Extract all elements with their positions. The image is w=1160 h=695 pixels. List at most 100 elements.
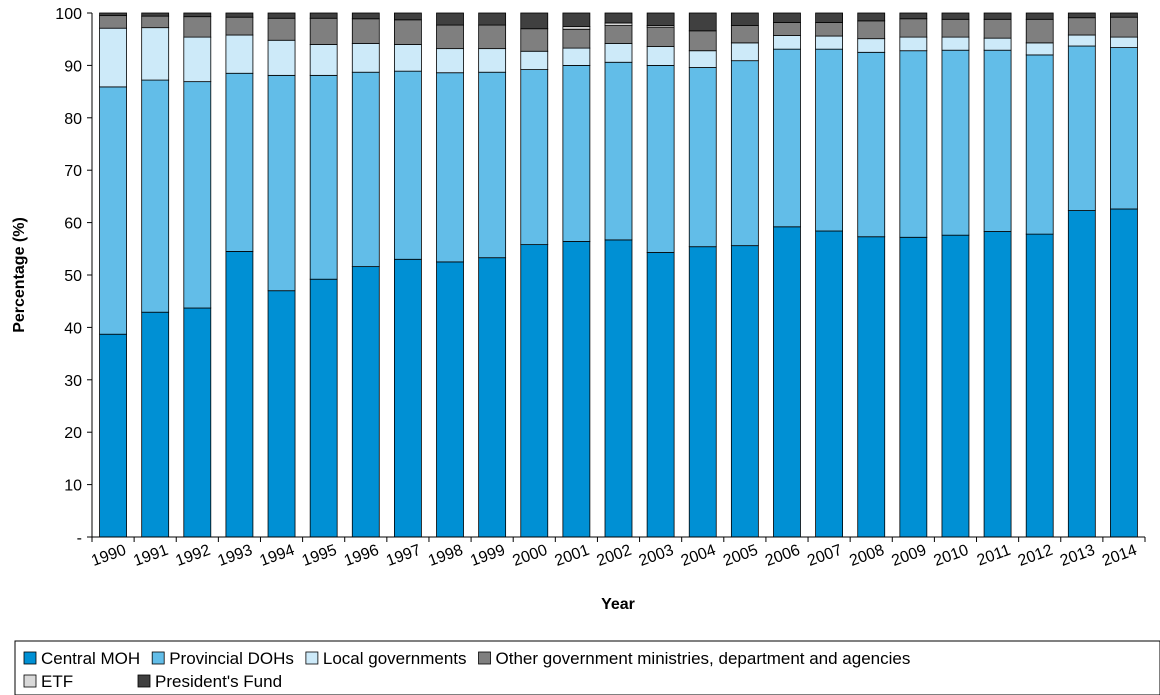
y-tick-label: 100 (55, 6, 82, 23)
bar-2014-series-2 (1110, 36, 1138, 48)
x-axis-ticks: 1990 1991 1992 1993 1994 1995 1996 1997 1998 1999… (89, 537, 1146, 570)
bar-1992-series-0 (183, 307, 212, 538)
y-axis-title: Percentage (%) (11, 217, 28, 333)
bar-2009-series-0 (899, 236, 928, 538)
legend-swatch (23, 651, 37, 665)
bar-2012-series-2 (1025, 42, 1054, 56)
plot-area (99, 12, 1138, 538)
bar-1992-series-2 (183, 36, 212, 83)
x-tick-label: 2008 (847, 542, 886, 570)
bar-2000-series-3 (520, 28, 549, 52)
bar-2013-series-3 (1067, 17, 1096, 36)
bar-2004-series-1 (688, 67, 717, 248)
y-axis-ticks: - 10 20 30 40 50 60 70 80 90 100 (55, 6, 92, 547)
legend-label: Local governments (323, 649, 467, 668)
legend-label: President's Fund (155, 672, 282, 691)
bar-2011-series-0 (983, 231, 1012, 538)
bar-1994-series-5 (267, 12, 296, 19)
y-tick-label: 70 (64, 163, 82, 180)
y-tick-label: 20 (64, 425, 82, 442)
bar-2011-series-5 (983, 12, 1012, 20)
x-tick-label: 2004 (679, 542, 718, 570)
legend-swatch (151, 651, 165, 665)
bar-2008-series-1 (857, 51, 886, 238)
bar-2013-series-1 (1067, 45, 1096, 211)
y-tick-label: - (77, 530, 82, 547)
bar-1998-series-5 (436, 12, 464, 26)
legend-label: Provincial DOHs (169, 649, 294, 668)
bar-2002-series-2 (604, 42, 633, 63)
bar-2009-series-2 (899, 36, 928, 52)
bar-2014-series-0 (1110, 208, 1138, 538)
y-tick-label: 60 (64, 216, 82, 233)
x-tick-label: 2011 (975, 542, 1013, 570)
bar-2014-series-3 (1110, 16, 1138, 38)
bar-1993-series-3 (225, 16, 254, 36)
bar-2009-series-1 (899, 50, 928, 238)
bar-2002-series-1 (604, 61, 633, 241)
bar-1990-series-3 (99, 15, 127, 29)
bar-2007-series-5 (815, 12, 843, 23)
x-tick-label: 1992 (173, 542, 212, 570)
bar-2007-series-2 (815, 35, 843, 50)
bar-2004-series-5 (688, 12, 717, 32)
bar-2008-series-3 (857, 20, 886, 40)
bar-2006-series-5 (773, 12, 801, 23)
bar-1995-series-0 (309, 278, 338, 538)
x-tick-label: 1996 (342, 542, 381, 570)
bar-2012-series-3 (1025, 18, 1054, 44)
bar-2010-series-1 (941, 49, 970, 236)
x-tick-label: 2001 (553, 542, 592, 570)
x-tick-label: 2009 (889, 542, 928, 570)
bar-1996-series-1 (351, 71, 380, 268)
bar-1997-series-3 (393, 19, 422, 45)
bar-1996-series-5 (351, 12, 380, 20)
bar-1998-series-3 (436, 24, 464, 50)
bar-2013-series-0 (1067, 210, 1096, 538)
bar-1995-series-3 (309, 17, 338, 45)
bar-2001-series-2 (562, 47, 591, 66)
bar-1990-series-0 (99, 333, 127, 538)
bar-2004-series-0 (688, 246, 717, 538)
bar-2012-series-1 (1025, 54, 1054, 235)
bar-2011-series-2 (983, 37, 1012, 51)
y-tick-label: 30 (64, 373, 82, 390)
x-tick-label: 1997 (384, 542, 423, 570)
bar-2008-series-2 (857, 38, 886, 53)
bar-1992-series-1 (183, 81, 212, 309)
bar-1991-series-5 (141, 12, 170, 17)
bar-2001-series-0 (562, 241, 591, 538)
x-tick-label: 1998 (426, 542, 465, 570)
x-tick-label: 1991 (131, 542, 170, 570)
bar-1991-series-1 (141, 79, 170, 313)
bar-2008-series-5 (857, 12, 886, 22)
bar-1991-series-2 (141, 27, 170, 81)
bar-2005-series-5 (730, 12, 759, 26)
bar-1990-series-2 (99, 27, 127, 88)
bar-1993-series-5 (225, 12, 254, 18)
bar-2007-series-0 (815, 230, 843, 538)
bar-1992-series-3 (183, 16, 212, 38)
bar-2010-series-5 (941, 12, 970, 20)
x-tick-label: 2013 (1058, 542, 1097, 570)
x-tick-label: 2000 (510, 542, 549, 570)
bar-2014-series-5 (1110, 12, 1138, 18)
bar-1999-series-3 (478, 24, 507, 50)
bar-2003-series-3 (646, 26, 675, 47)
legend-label: Other government ministries, department … (496, 649, 911, 668)
x-tick-label: 2005 (721, 542, 760, 570)
bar-1996-series-0 (351, 266, 380, 538)
bar-2003-series-2 (646, 46, 675, 66)
legend-swatch (305, 651, 319, 665)
bar-2004-series-3 (688, 30, 717, 52)
bar-2000-series-0 (520, 244, 549, 538)
bar-2004-series-2 (688, 50, 717, 68)
bar-2006-series-2 (773, 35, 801, 50)
bar-1991-series-0 (141, 311, 170, 538)
x-tick-label: 1995 (300, 542, 339, 570)
bar-1995-series-1 (309, 74, 338, 280)
legend-label: ETF (41, 672, 73, 691)
bar-2001-series-5 (562, 12, 591, 28)
x-tick-label: 2012 (1016, 542, 1055, 570)
